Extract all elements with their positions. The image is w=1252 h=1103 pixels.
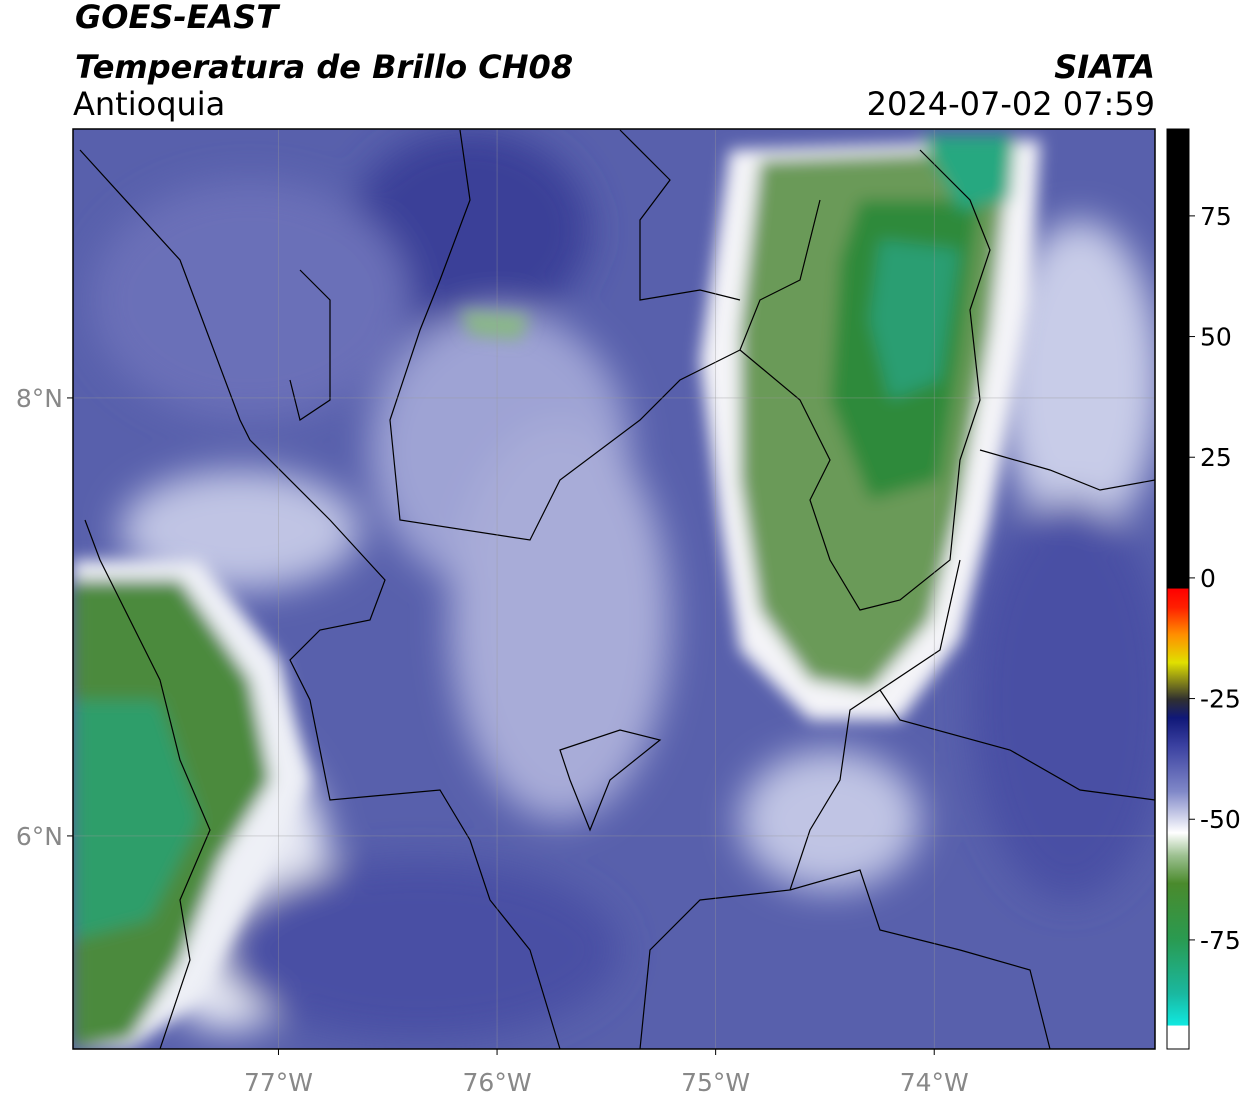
x-tick-label: 77°W <box>244 1068 313 1097</box>
x-tick-label: 75°W <box>681 1068 750 1097</box>
y-tick-label: 6°N <box>16 822 63 851</box>
colorbar <box>1166 128 1190 1050</box>
map-frame <box>72 128 1156 1050</box>
x-tick-label: 74°W <box>900 1068 969 1097</box>
colorbar-tick-label: 0 <box>1200 564 1216 593</box>
colorbar-tick-label: -75 <box>1200 926 1241 955</box>
datetime-label: 2024-07-02 07:59 <box>867 85 1155 123</box>
region-label: Antioquia <box>73 85 225 123</box>
borders <box>79 129 1155 1049</box>
satellite-title: GOES-EAST <box>75 0 280 36</box>
colorbar-tick-label: -25 <box>1200 685 1241 714</box>
colorbar-tick-label: 75 <box>1200 202 1232 231</box>
colorbar-tick-label: 50 <box>1200 323 1232 352</box>
product-title: Temperatura de Brillo CH08 <box>75 48 573 86</box>
grid <box>73 129 1155 1049</box>
y-tick-label: 8°N <box>16 384 63 413</box>
imagery <box>73 129 1155 1049</box>
x-tick-label: 76°W <box>463 1068 532 1097</box>
colorbar-tick-label: -50 <box>1200 805 1241 834</box>
colorbar-tick-label: 25 <box>1200 443 1232 472</box>
source-label: SIATA <box>1054 48 1155 86</box>
